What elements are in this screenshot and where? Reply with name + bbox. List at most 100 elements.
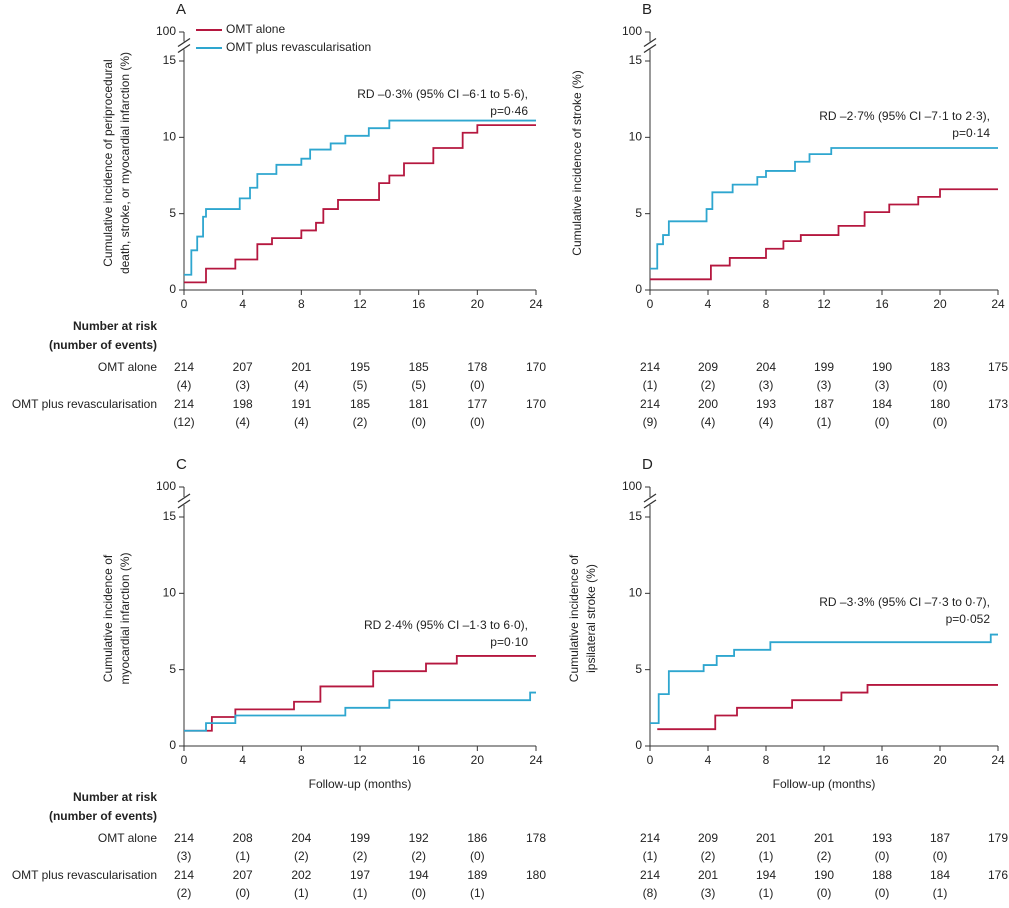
at-risk: 207	[233, 868, 253, 882]
y-axis-label: Cumulative incidence of	[567, 554, 581, 682]
y-tick-label: 5	[635, 662, 642, 676]
x-tick-label: 24	[991, 753, 1005, 767]
events: (1)	[933, 886, 948, 900]
x-tick-label: 8	[298, 297, 305, 311]
events: (0)	[235, 886, 250, 900]
at-risk: 185	[350, 397, 370, 411]
at-risk: 209	[698, 831, 718, 845]
x-tick-label: 4	[239, 297, 246, 311]
events: (8)	[643, 886, 658, 900]
events: (2)	[701, 849, 716, 863]
km-curve	[184, 655, 536, 732]
x-tick-label: 16	[412, 297, 426, 311]
events: (1)	[294, 886, 309, 900]
y-tick-label: 10	[629, 130, 643, 144]
at-risk: 188	[872, 868, 892, 882]
events: (4)	[759, 415, 774, 429]
x-tick-label: 0	[181, 753, 188, 767]
axis-break	[643, 43, 657, 54]
at-risk: 214	[174, 831, 194, 845]
at-risk: 193	[756, 397, 776, 411]
axis-break	[177, 43, 191, 54]
events: (3)	[177, 849, 192, 863]
at-risk: 201	[756, 831, 776, 845]
events: (4)	[294, 378, 309, 392]
x-tick-label: 12	[353, 753, 367, 767]
at-risk: 214	[174, 397, 194, 411]
x-tick-label: 16	[875, 297, 889, 311]
x-tick-label: 20	[471, 297, 485, 311]
km-curve	[650, 147, 998, 270]
events: (3)	[759, 378, 774, 392]
at-risk: 187	[930, 831, 950, 845]
x-tick-label: 8	[763, 297, 770, 311]
events: (2)	[294, 849, 309, 863]
axis-break	[643, 499, 657, 509]
events: (0)	[470, 415, 485, 429]
y-tick-label: 5	[169, 662, 176, 676]
at-risk: 201	[814, 831, 834, 845]
x-tick-label: 8	[763, 753, 770, 767]
at-risk: 192	[409, 831, 429, 845]
at-risk: 201	[291, 360, 311, 374]
events: (4)	[235, 415, 250, 429]
at-risk: 209	[698, 360, 718, 374]
events: (0)	[411, 415, 426, 429]
events: (3)	[235, 378, 250, 392]
at-risk: 180	[930, 397, 950, 411]
at-risk: 175	[988, 360, 1008, 374]
risk-table-title: Number at risk	[73, 790, 157, 804]
at-risk: 190	[872, 360, 892, 374]
risk-row-label: OMT plus revascularisation	[12, 397, 157, 411]
events: (5)	[353, 378, 368, 392]
at-risk: 208	[233, 831, 253, 845]
at-risk: 193	[872, 831, 892, 845]
y-tick-label: 15	[629, 53, 643, 67]
events: (0)	[933, 849, 948, 863]
y-tick-label: 100	[156, 24, 176, 38]
events: (1)	[759, 849, 774, 863]
x-tick-label: 8	[298, 753, 305, 767]
events: (0)	[470, 849, 485, 863]
events: (3)	[701, 886, 716, 900]
y-tick-label: 100	[622, 24, 642, 38]
x-tick-label: 4	[705, 297, 712, 311]
y-tick-label: 15	[163, 509, 177, 523]
events: (0)	[875, 849, 890, 863]
x-tick-label: 20	[933, 297, 947, 311]
km-curve	[184, 124, 536, 284]
x-tick-label: 4	[705, 753, 712, 767]
events: (0)	[933, 415, 948, 429]
events: (1)	[643, 378, 658, 392]
at-risk: 176	[988, 868, 1008, 882]
annotation: RD –3·3% (95% CI –7·3 to 0·7),	[819, 595, 990, 609]
at-risk: 214	[640, 360, 660, 374]
at-risk: 180	[526, 868, 546, 882]
at-risk: 214	[640, 831, 660, 845]
events: (2)	[817, 849, 832, 863]
at-risk: 185	[409, 360, 429, 374]
km-curve	[184, 691, 536, 732]
at-risk: 194	[756, 868, 776, 882]
at-risk: 184	[872, 397, 892, 411]
at-risk: 204	[291, 831, 311, 845]
events: (4)	[701, 415, 716, 429]
panel-letter: C	[176, 456, 187, 473]
km-curve	[184, 119, 536, 276]
at-risk: 202	[291, 868, 311, 882]
at-risk: 214	[640, 397, 660, 411]
km-curve	[650, 188, 998, 281]
x-tick-label: 16	[875, 753, 889, 767]
axis-break	[643, 37, 657, 48]
y-axis-label: Cumulative incidence of	[101, 554, 115, 682]
x-tick-label: 12	[817, 753, 831, 767]
at-risk: 197	[350, 868, 370, 882]
events: (3)	[875, 378, 890, 392]
at-risk: 199	[350, 831, 370, 845]
y-tick-label: 0	[169, 282, 176, 296]
annotation: RD 2·4% (95% CI –1·3 to 6·0),	[364, 618, 528, 632]
events: (0)	[817, 886, 832, 900]
events: (1)	[817, 415, 832, 429]
x-axis-label: Follow-up (months)	[773, 777, 876, 791]
